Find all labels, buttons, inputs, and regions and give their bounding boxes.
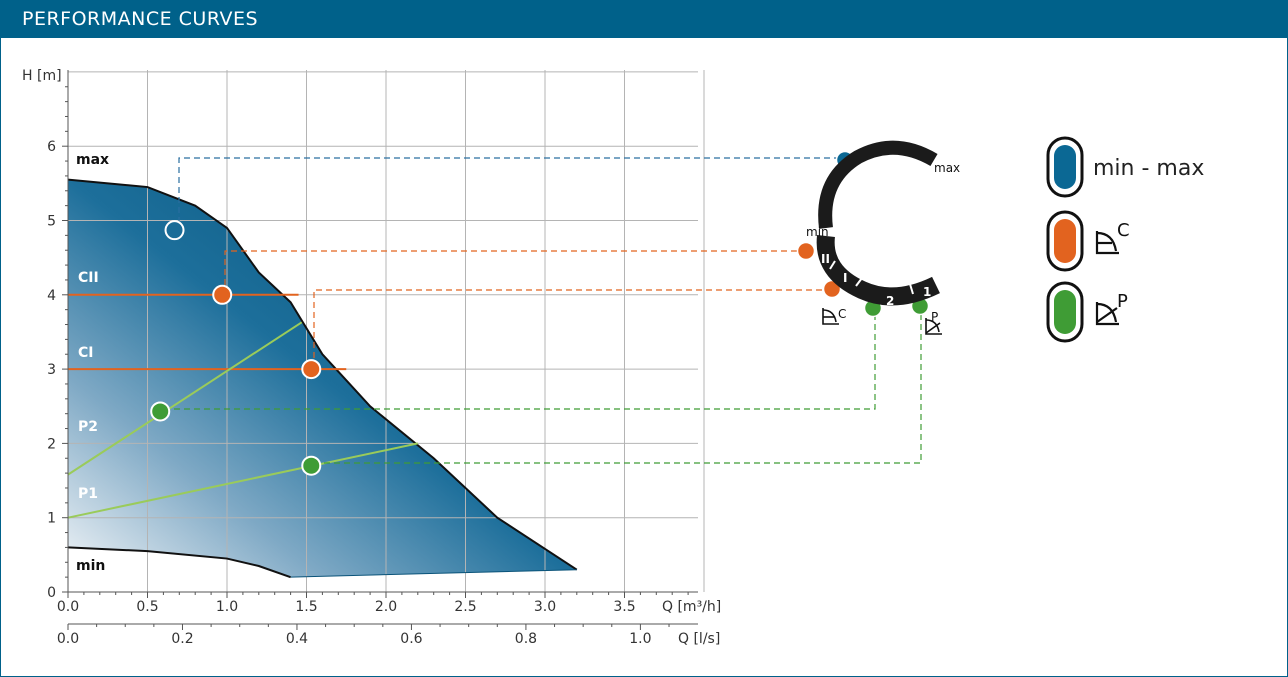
ticks: 0.0 0.5 1.0 1.5 2.0 2.5 3.0 3.5 0.0 0.2 0.4 0.6 0.8 1… — [47, 86, 689, 647]
x-secondary-tick-label: 0.4 — [286, 631, 308, 647]
series-label-p2: P2 — [78, 419, 98, 435]
markers — [150, 150, 930, 476]
dial-roman-i: I — [843, 271, 847, 285]
x-tick-label: 3.5 — [613, 599, 635, 615]
x-tick-label: 1.0 — [216, 599, 238, 615]
x-tick-label: 0.5 — [136, 599, 158, 615]
dial-divider — [829, 260, 836, 270]
x-secondary-tick-label: 0.2 — [171, 631, 193, 647]
series-line-max — [67, 178, 578, 571]
curves — [67, 178, 578, 579]
dial-c-mark: C — [838, 307, 846, 321]
legend: min - max C P — [1046, 136, 1204, 343]
dial-p-mark: P — [931, 310, 938, 324]
x-secondary-tick-label: 0.8 — [515, 631, 537, 647]
x-tick-label: 3.0 — [534, 599, 556, 615]
x-secondary-axis-label: Q [l/s] — [678, 631, 720, 647]
connector-p1 — [314, 306, 922, 464]
legend-item-min-max: min - max — [1046, 136, 1204, 198]
marker-max — [164, 220, 185, 241]
legend-swatch-blue — [1054, 145, 1076, 189]
series-label-min: min — [76, 558, 105, 574]
y-tick-label: 4 — [47, 288, 56, 304]
panel-title: PERFORMANCE CURVES — [22, 8, 259, 30]
x-secondary-tick-label: 1.0 — [629, 631, 651, 647]
proportional-pressure-icon — [1095, 302, 1119, 326]
marker-ci — [301, 359, 322, 380]
operating-area — [68, 179, 577, 578]
panel-header: PERFORMANCE CURVES — [0, 0, 1288, 38]
marker-p2 — [150, 401, 171, 422]
legend-item-constant: C — [1046, 210, 1130, 272]
connector-max — [178, 157, 845, 223]
dial-arc-modes — [816, 235, 940, 306]
connector-ci — [313, 289, 832, 358]
dial-setting-dot — [796, 241, 816, 261]
mode-dial: max min II I 2 1 C P — [806, 140, 960, 335]
legend-label-proportional: P — [1117, 291, 1128, 312]
area-bottom-edge — [290, 569, 577, 578]
y-tick-label: 6 — [47, 139, 56, 155]
legend-swatch-orange — [1054, 219, 1076, 263]
dial-arabic-2: 2 — [886, 294, 894, 308]
x-tick-label: 1.5 — [295, 599, 317, 615]
series-line-p2 — [67, 321, 303, 476]
x-tick-label: 2.0 — [375, 599, 397, 615]
series-label-cii: CII — [78, 270, 99, 286]
dial-min-label: min — [806, 225, 829, 239]
series-label-p1: P1 — [78, 486, 98, 502]
legend-item-proportional: P — [1046, 281, 1128, 343]
marker-cii — [212, 284, 233, 305]
marker-p1 — [301, 455, 322, 476]
legend-label-min-max: min - max — [1093, 156, 1204, 181]
x-tick-label: 2.5 — [454, 599, 476, 615]
connector-cii — [224, 250, 806, 285]
y-tick-label: 2 — [47, 436, 56, 452]
y-tick-label: 1 — [47, 511, 56, 527]
series-label-ci: CI — [78, 345, 93, 361]
dial-roman-ii: II — [821, 252, 830, 266]
dial-arabic-1: 1 — [923, 285, 931, 299]
connectors — [164, 157, 922, 464]
constant-pressure-icon — [822, 308, 839, 325]
dial-divider — [909, 283, 914, 295]
dial-divider — [855, 277, 863, 287]
dial-arc-max — [818, 140, 938, 229]
dial-max-label: max — [934, 161, 960, 175]
x-secondary-tick-label: 0.6 — [400, 631, 422, 647]
legend-swatch-green — [1054, 290, 1076, 334]
x-axis-label: Q [m³/h] — [662, 599, 721, 615]
y-tick-label: 0 — [47, 585, 56, 601]
proportional-pressure-icon — [925, 318, 942, 335]
y-tick-label: 5 — [47, 214, 56, 230]
series-labels: max min CII CI P2 P1 — [76, 152, 109, 574]
constant-pressure-icon — [1095, 231, 1119, 255]
x-secondary-tick-label: 0.0 — [57, 631, 79, 647]
connector-p2 — [164, 308, 876, 410]
series-label-max: max — [76, 152, 109, 168]
series-line-min — [67, 546, 291, 579]
y-tick-label: 3 — [47, 362, 56, 378]
legend-label-constant: C — [1117, 220, 1130, 241]
series-line-p1 — [67, 442, 419, 519]
y-axis-label: H [m] — [22, 68, 62, 84]
x-tick-label: 0.0 — [57, 599, 79, 615]
